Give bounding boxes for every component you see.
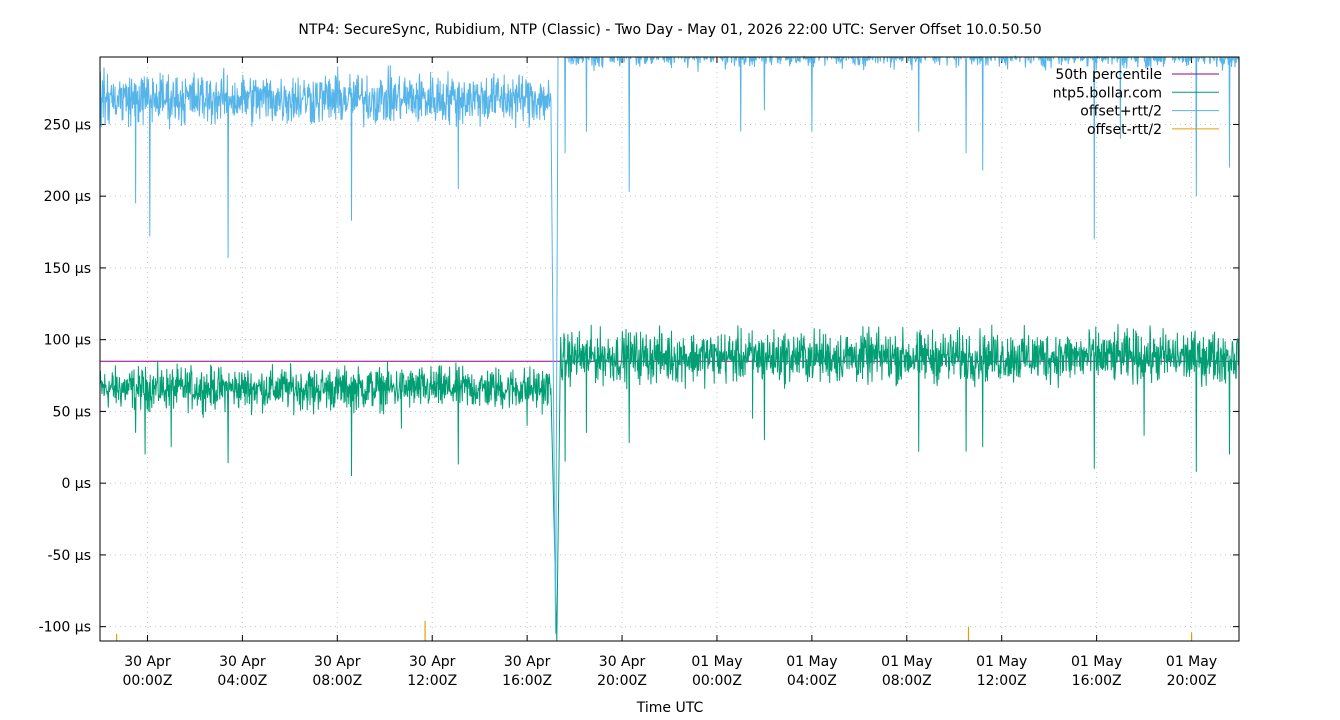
- x-tick-label-date: 30 Apr: [124, 654, 171, 670]
- x-tick-label-date: 30 Apr: [504, 654, 551, 670]
- x-tick-label-date: 01 May: [976, 654, 1027, 670]
- y-axis: -100 µs -50 µs 0 µs 50 µs 100 µs 150 µs 200 µs…: [39, 117, 1239, 636]
- series-ntp5-bollar-com-line: [99, 324, 1240, 642]
- x-axis-label: Time UTC: [636, 700, 704, 716]
- x-tick-label-time: 12:00Z: [977, 673, 1027, 689]
- series-group: [99, 55, 1240, 642]
- x-tick-label-date: 30 Apr: [219, 654, 266, 670]
- x-tick-label-time: 08:00Z: [882, 673, 932, 689]
- y-tick-label: -50 µs: [47, 548, 91, 564]
- legend-50th-percentile-label: 50th percentile: [1055, 67, 1162, 83]
- x-tick-label-date: 01 May: [1071, 654, 1122, 670]
- legend-offset-rtt-2-label: offset+rtt/2: [1080, 104, 1162, 120]
- x-tick-label-date: 30 Apr: [599, 654, 646, 670]
- x-tick-label-time: 16:00Z: [502, 673, 552, 689]
- y-tick-label: 150 µs: [44, 261, 91, 277]
- x-tick-label-time: 04:00Z: [787, 673, 837, 689]
- chart-title: NTP4: SecureSync, Rubidium, NTP (Classic…: [298, 22, 1041, 38]
- legend: 50th percentile ntp5.bollar.com offset+rtt…: [1053, 67, 1219, 138]
- plot-frame: [99, 56, 1240, 642]
- x-tick-label-date: 30 Apr: [314, 654, 361, 670]
- x-tick-label-date: 01 May: [691, 654, 742, 670]
- x-tick-label-time: 20:00Z: [1167, 673, 1217, 689]
- y-tick-label: 100 µs: [44, 333, 91, 349]
- x-tick-label-time: 00:00Z: [692, 673, 742, 689]
- x-tick-label-time: 08:00Z: [312, 673, 362, 689]
- legend-ntp5-bollar-com-label: ntp5.bollar.com: [1053, 85, 1162, 101]
- x-axis: 30 Apr 00:00Z 30 Apr 04:00Z 30 Apr 08:00Z 30 A…: [122, 57, 1217, 689]
- x-tick-label-date: 30 Apr: [409, 654, 456, 670]
- x-tick-label-time: 20:00Z: [597, 673, 647, 689]
- x-tick-label-time: 00:00Z: [122, 673, 172, 689]
- y-tick-label: 200 µs: [44, 189, 91, 205]
- x-tick-label-time: 12:00Z: [407, 673, 457, 689]
- x-tick-label-time: 04:00Z: [217, 673, 267, 689]
- y-tick-label: 50 µs: [53, 404, 91, 420]
- y-tick-label: 250 µs: [44, 117, 91, 133]
- legend-offset-rtt-2-label: offset-rtt/2: [1087, 122, 1162, 138]
- x-tick-label-date: 01 May: [1166, 654, 1217, 670]
- x-tick-label-date: 01 May: [786, 654, 837, 670]
- x-tick-label-time: 16:00Z: [1072, 673, 1122, 689]
- y-tick-label: 0 µs: [61, 476, 91, 492]
- x-tick-label-date: 01 May: [881, 654, 932, 670]
- y-tick-label: -100 µs: [39, 620, 91, 636]
